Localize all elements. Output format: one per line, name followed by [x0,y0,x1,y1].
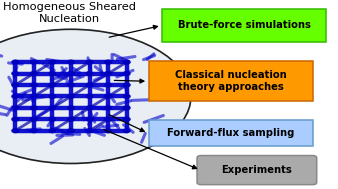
Circle shape [86,117,93,121]
Text: Experiments: Experiments [221,165,292,175]
Circle shape [49,129,56,133]
Circle shape [12,83,19,87]
Circle shape [30,106,37,110]
Circle shape [68,94,74,98]
Text: Brute-force simulations: Brute-force simulations [178,20,311,30]
Circle shape [12,60,19,64]
Circle shape [30,129,37,133]
Circle shape [12,94,19,98]
Circle shape [105,60,112,64]
Circle shape [86,83,93,87]
Circle shape [68,83,74,87]
Circle shape [68,60,74,64]
Circle shape [123,117,130,121]
Circle shape [49,106,56,110]
Circle shape [68,129,74,133]
Circle shape [12,72,19,75]
Circle shape [30,94,37,98]
Circle shape [86,129,93,133]
Circle shape [0,29,191,163]
Circle shape [30,60,37,64]
FancyBboxPatch shape [162,9,326,42]
FancyBboxPatch shape [149,61,313,101]
Text: Forward-flux sampling: Forward-flux sampling [167,128,294,138]
Circle shape [123,60,130,64]
Circle shape [49,94,56,98]
Circle shape [30,83,37,87]
Circle shape [105,83,112,87]
Circle shape [123,72,130,75]
FancyBboxPatch shape [197,156,317,185]
Circle shape [123,83,130,87]
Circle shape [105,117,112,121]
Circle shape [123,94,130,98]
Circle shape [86,94,93,98]
FancyBboxPatch shape [149,120,313,146]
Circle shape [12,129,19,133]
Circle shape [123,106,130,110]
Circle shape [12,106,19,110]
Text: Classical nucleation
theory approaches: Classical nucleation theory approaches [175,70,287,92]
Circle shape [86,106,93,110]
Circle shape [30,117,37,121]
Circle shape [49,60,56,64]
Circle shape [49,72,56,75]
Circle shape [49,117,56,121]
Circle shape [105,72,112,75]
Circle shape [12,117,19,121]
Circle shape [68,106,74,110]
Text: Homogeneous Sheared
Nucleation: Homogeneous Sheared Nucleation [3,2,136,24]
Circle shape [105,129,112,133]
Circle shape [49,83,56,87]
Circle shape [86,72,93,75]
Circle shape [105,94,112,98]
Circle shape [68,117,74,121]
Circle shape [68,72,74,75]
Circle shape [105,106,112,110]
Circle shape [86,60,93,64]
Circle shape [30,72,37,75]
Circle shape [123,129,130,133]
